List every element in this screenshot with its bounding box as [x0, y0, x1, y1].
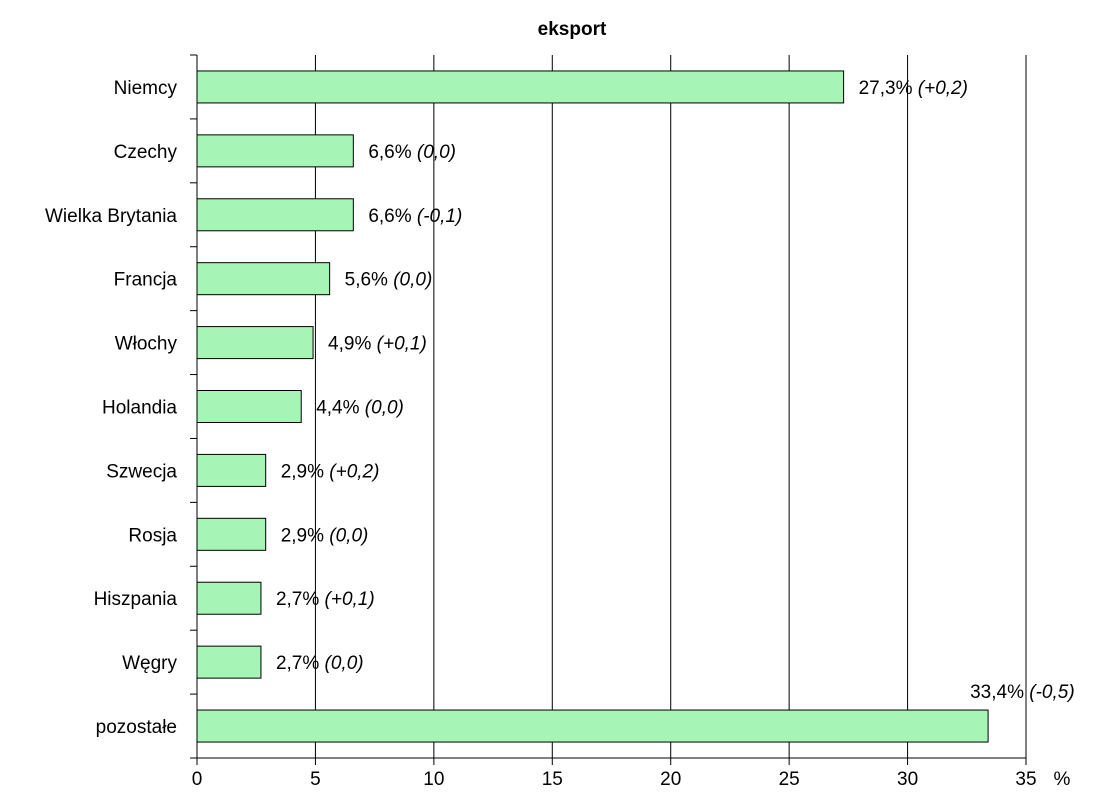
data-label-change: (0,0) [393, 270, 432, 291]
data-label-value: 4,9% [328, 334, 377, 355]
bar [196, 390, 302, 423]
data-label-value: 33,4% [970, 682, 1029, 703]
data-label-change: (+0,1) [325, 589, 375, 610]
data-label-change: (+0,2) [918, 78, 968, 99]
x-tick-label: 15 [542, 769, 563, 790]
bar [196, 645, 262, 679]
bars [196, 70, 989, 743]
x-tick-label: 5 [310, 769, 321, 790]
bar [196, 709, 989, 743]
data-label: 2,7% (0,0) [276, 653, 364, 674]
chart-title: eksport [538, 19, 607, 40]
bar [196, 326, 314, 360]
data-label-change: (+0,1) [377, 334, 427, 355]
data-label: 33,4% (-0,5) [970, 682, 1075, 703]
data-label-value: 27,3% [859, 78, 918, 99]
data-label-value: 5,6% [345, 270, 394, 291]
data-label: 27,3% (+0,2) [859, 78, 968, 99]
category-label: Szwecja [106, 461, 177, 482]
data-label-value: 2,9% [281, 525, 330, 546]
data-label-change: (-0,5) [1029, 682, 1074, 703]
x-tick-label: 30 [897, 769, 918, 790]
bar [196, 134, 354, 168]
data-label-value: 4,4% [316, 398, 365, 419]
category-label: Rosja [128, 525, 177, 546]
data-label-change: (+0,2) [329, 461, 379, 482]
data-label: 6,6% (-0,1) [368, 206, 462, 227]
data-labels: 27,3% (+0,2)6,6% (0,0)6,6% (-0,1)5,6% (0… [276, 78, 1075, 703]
data-label: 4,9% (+0,1) [328, 334, 427, 355]
bar [196, 453, 267, 487]
data-label-value: 2,7% [276, 653, 325, 674]
data-label-value: 2,7% [276, 589, 325, 610]
data-label-value: 6,6% [368, 142, 417, 163]
category-label: Czechy [114, 142, 178, 163]
data-label: 2,7% (+0,1) [276, 589, 375, 610]
bar [196, 262, 331, 296]
data-label: 2,9% (0,0) [281, 525, 369, 546]
category-label: Holandia [102, 398, 177, 419]
category-label: Francja [114, 270, 178, 291]
axes [190, 54, 1027, 765]
data-label: 2,9% (+0,2) [281, 461, 380, 482]
data-label-change: (0,0) [329, 525, 368, 546]
category-label: Niemcy [114, 78, 178, 99]
data-label: 5,6% (0,0) [345, 270, 433, 291]
data-label-change: (0,0) [365, 398, 404, 419]
gridlines [314, 55, 1027, 758]
x-tick-label: 20 [660, 769, 681, 790]
bar [196, 581, 262, 615]
bar [196, 70, 845, 104]
category-label: Wielka Brytania [45, 206, 177, 227]
x-tick-labels: 0 5 10 15 20 25 30 35 [192, 769, 1037, 790]
bar [196, 198, 354, 232]
data-label-change: (-0,1) [417, 206, 462, 227]
data-label-value: 2,9% [281, 461, 330, 482]
bar [196, 517, 267, 551]
category-label: Włochy [115, 334, 178, 355]
data-label-value: 6,6% [368, 206, 417, 227]
x-tick-label: 35 [1015, 769, 1036, 790]
category-label: Hiszpania [94, 589, 178, 610]
data-label-change: (0,0) [417, 142, 456, 163]
data-label: 4,4% (0,0) [316, 398, 404, 419]
x-tick-label: 25 [779, 769, 800, 790]
x-tick-label: 0 [192, 769, 203, 790]
x-axis-unit: % [1054, 769, 1071, 790]
category-label: pozostałe [96, 717, 177, 738]
category-labels: Niemcy Czechy Wielka Brytania Francja Włochy… [45, 78, 177, 738]
data-label-change: (0,0) [325, 653, 364, 674]
x-tick-label: 10 [423, 769, 444, 790]
category-label: Węgry [122, 653, 177, 674]
data-label: 6,6% (0,0) [368, 142, 456, 163]
